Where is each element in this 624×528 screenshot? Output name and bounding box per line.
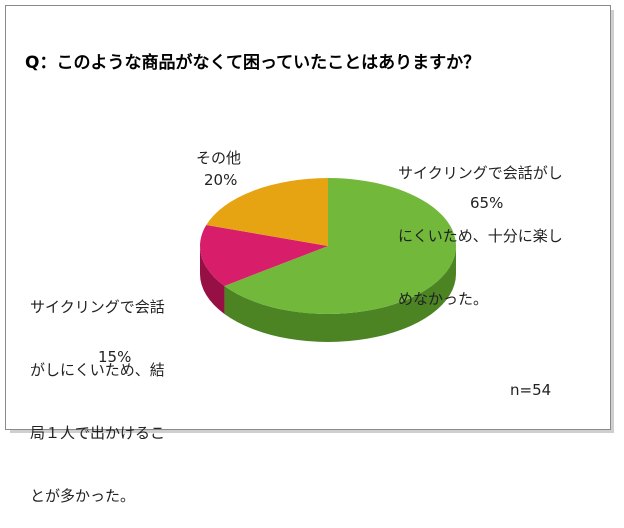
pie-slice-other [206, 178, 328, 246]
slice-label-cycling-alone: サイクリングで会話 がしにくいため、結 局１人で出かけるこ とが多かった。 [30, 298, 166, 505]
pie-slice-cycling-alone [200, 224, 328, 286]
pie-chart [200, 178, 456, 342]
slice-label-other: その他 [196, 149, 242, 167]
pie-side-cycling-alone [200, 246, 225, 314]
pie-slice-cycling-enjoy [224, 178, 456, 314]
slice-value-other: 20% [204, 171, 238, 189]
chart-title: Q：このような商品がなくて困っていたことはありますか？ [25, 53, 481, 73]
pie-side-cycling-enjoy [224, 246, 456, 342]
slice-value-cycling-alone: 15% [98, 348, 132, 366]
sample-size-note: n=54 [510, 381, 552, 399]
slice-value-cycling-enjoy: 65% [470, 194, 504, 212]
slice-label-cycling-enjoy: サイクリングで会話がし にくいため、十分に楽し めなかった。 [398, 164, 563, 308]
